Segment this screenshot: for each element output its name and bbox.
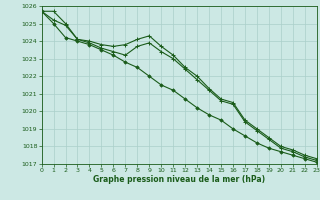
X-axis label: Graphe pression niveau de la mer (hPa): Graphe pression niveau de la mer (hPa): [93, 175, 265, 184]
